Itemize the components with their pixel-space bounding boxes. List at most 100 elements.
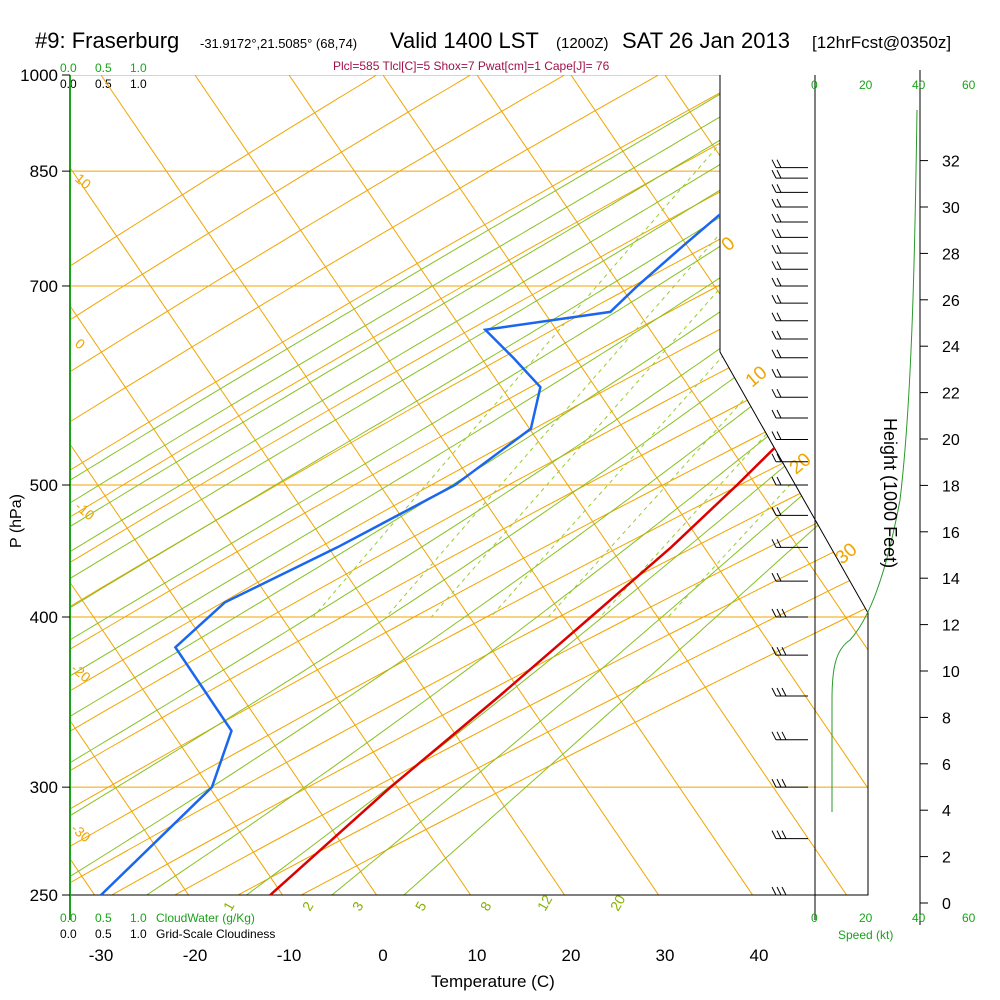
dry-adiabat-line xyxy=(70,75,425,895)
moist-adiabat-line xyxy=(403,75,868,895)
temp-tick-label: 20 xyxy=(562,946,581,965)
isotherm-label: 20 xyxy=(786,449,816,479)
height-tick-label: 4 xyxy=(942,803,951,820)
cloud-bottom-green-1: 0.5 xyxy=(95,911,112,925)
mixing-ratio-label: 20 xyxy=(607,892,629,914)
diagram-frame xyxy=(69,75,869,920)
dry-adiabat-label: 0 xyxy=(72,335,88,352)
isotherm-label: 10 xyxy=(742,362,772,392)
height-tick-label: 30 xyxy=(942,200,960,217)
height-tick-label: 8 xyxy=(942,710,951,727)
svg-text:[12hrFcst@0350z]: [12hrFcst@0350z] xyxy=(812,33,951,52)
wind-barb xyxy=(771,349,808,359)
dewpoint-profile xyxy=(100,166,771,895)
dry-adiabat-line xyxy=(70,75,868,895)
mixing-ratio-label: 5 xyxy=(412,899,430,914)
valid-time: Valid 1400 LST xyxy=(390,28,539,53)
wind-barb xyxy=(771,539,808,548)
wind-barb xyxy=(771,830,808,840)
wind-barb xyxy=(771,368,808,378)
height-tick-label: 14 xyxy=(942,571,960,588)
forecast-info: [12hrFcst@0350z] xyxy=(812,33,951,52)
dry-adiabat-line xyxy=(70,75,868,895)
pressure-tick-label: 1000 xyxy=(20,66,58,85)
forecast-date: SAT 26 Jan 2013 xyxy=(622,28,790,53)
mixing-ratio-label: 2 xyxy=(299,899,317,914)
wind-barb xyxy=(771,159,808,169)
wind-barb xyxy=(771,229,808,238)
height-tick-label: 20 xyxy=(942,432,960,449)
wind-barb xyxy=(771,572,808,582)
dry-adiabat-line xyxy=(70,75,868,895)
mixing-ratio-label: 12 xyxy=(534,892,556,914)
moist-adiabat-line xyxy=(70,75,791,895)
isotherm-line xyxy=(100,75,660,895)
speed-scale: 0 20 40 60 Speed (kt) 0 20 40 60 xyxy=(811,78,976,942)
speed-profile-line xyxy=(831,109,918,812)
pressure-tick-label: 300 xyxy=(30,778,58,797)
wind-barb xyxy=(771,388,808,398)
cloudiness-label: Grid-Scale Cloudiness xyxy=(156,927,275,941)
wind-barb xyxy=(771,431,808,440)
wind-barb xyxy=(771,476,808,486)
speed-label: Speed (kt) xyxy=(838,928,893,942)
moist-adiabat-line xyxy=(70,75,753,895)
station-coords: -31.9172°,21.5085° (68,74) xyxy=(200,36,357,51)
x-axis-title: Temperature (C) xyxy=(431,972,555,991)
moist-adiabat-line xyxy=(70,75,868,895)
cloud-top-green-2: 1.0 xyxy=(130,61,147,75)
wind-barb xyxy=(771,294,808,304)
speed-top-2: 40 xyxy=(912,78,926,92)
height-tick-label: 2 xyxy=(942,850,951,867)
dry-adiabat-line xyxy=(70,75,868,895)
cloud-bottom-black-0: 0.0 xyxy=(60,927,77,941)
speed-bottom-1: 20 xyxy=(859,911,873,925)
pressure-tick-label: 400 xyxy=(30,608,58,627)
isotherm-line xyxy=(70,75,472,895)
mixing-ratio-line xyxy=(385,75,861,618)
wind-barb xyxy=(771,886,808,896)
svg-text:Plcl=585 Tlcl[C]=5 Shox=7 Pwat: Plcl=585 Tlcl[C]=5 Shox=7 Pwat[cm]=1 Cap… xyxy=(333,59,610,73)
mixing-ratio-line xyxy=(490,75,868,618)
cloud-top-green-0: 0.0 xyxy=(60,61,77,75)
header: #9: Fraserburg -31.9172°,21.5085° (68,74… xyxy=(35,28,951,73)
cloud-bottom-black-2: 1.0 xyxy=(130,927,147,941)
cloud-bottom-green-2: 1.0 xyxy=(130,911,147,925)
cloud-bottom-green-0: 0.0 xyxy=(60,911,77,925)
wind-barbs xyxy=(771,159,808,896)
diagram-grid xyxy=(70,75,868,895)
surface-dew-dot xyxy=(972,164,980,172)
height-tick-label: 12 xyxy=(942,618,960,635)
isotherm-label: 30 xyxy=(832,539,862,569)
cloud-scale-top: 0.0 0.5 1.0 0.0 0.5 1.0 xyxy=(60,61,147,91)
dry-adiabat-label: -30 xyxy=(68,820,94,845)
height-tick-label: 32 xyxy=(942,154,960,171)
wind-barb xyxy=(771,213,808,223)
dry-adiabat-line xyxy=(70,75,616,895)
dry-adiabat-line xyxy=(70,75,520,895)
dry-adiabat-line xyxy=(130,75,868,895)
dry-adiabat-line xyxy=(70,75,868,895)
height-tick-label: 16 xyxy=(942,525,960,542)
wind-barb xyxy=(771,198,808,208)
height-tick-label: 10 xyxy=(942,664,960,681)
pressure-tick-label: 500 xyxy=(30,476,58,495)
dry-adiabat-line xyxy=(70,75,868,895)
height-tick-label: 22 xyxy=(942,386,960,403)
moist-adiabat-line xyxy=(331,75,868,895)
utc-time: (1200Z) xyxy=(556,35,609,52)
temp-tick-label: -20 xyxy=(183,946,208,965)
isotherm-line xyxy=(70,75,378,895)
height-axis-title: Height (1000 Feet) xyxy=(880,418,900,568)
mixing-ratio-label: 3 xyxy=(349,899,367,914)
wind-barb xyxy=(771,409,808,419)
station-name: #9: Fraserburg xyxy=(35,28,179,53)
wind-barb xyxy=(771,731,808,741)
speed-bottom-0: 0 xyxy=(811,911,818,925)
height-tick-label: 28 xyxy=(942,246,960,263)
dry-adiabat-label: 10 xyxy=(72,170,94,192)
parcel-params: Plcl=585 Tlcl[C]=5 Shox=7 Pwat[cm]=1 Cap… xyxy=(333,59,610,73)
